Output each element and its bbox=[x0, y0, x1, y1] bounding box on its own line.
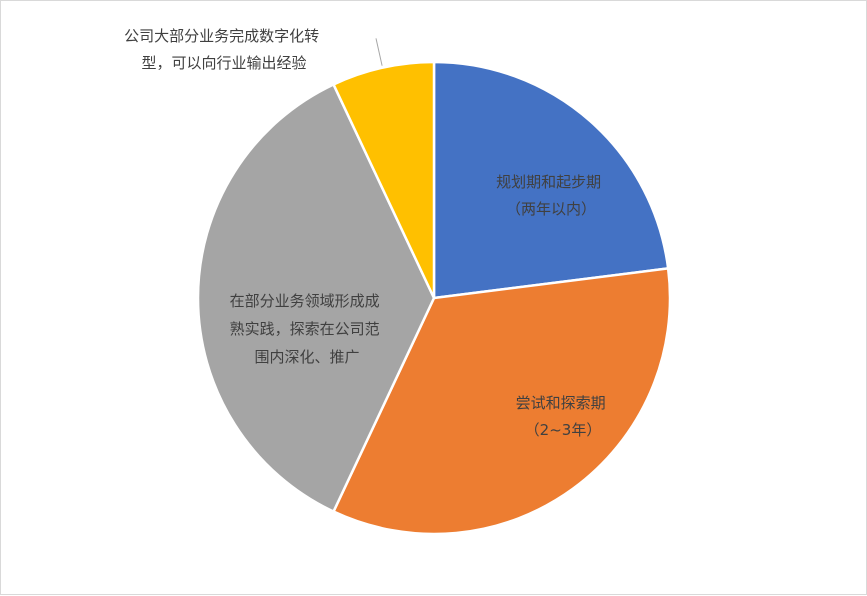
slice-label-1-line-0: 尝试和探索期 bbox=[516, 394, 606, 412]
slice-label-0: 规划期和起步期 （两年以内） bbox=[496, 173, 606, 218]
slice-label-2-line-2: 围内深化、推广 bbox=[254, 348, 359, 366]
slice-label-3-line-0: 公司大部分业务完成数字化转 bbox=[124, 27, 319, 45]
pie-slice-2 bbox=[196, 83, 436, 513]
slice-label-2: 在部分业务领域形成成 熟实践，探索在公司范 围内深化、推广 bbox=[230, 292, 385, 366]
slice-label-1: 尝试和探索期 （2~3年） bbox=[516, 394, 611, 439]
slice-label-2-line-0: 在部分业务领域形成成 bbox=[230, 292, 380, 310]
slice-label-1-line-1: （2~3年） bbox=[525, 421, 602, 439]
slice-label-3: 公司大部分业务完成数字化转 型，可以向行业输出经验 bbox=[124, 27, 324, 72]
slice-label-0-line-1: （两年以内） bbox=[506, 200, 596, 218]
pie-slice-0 bbox=[432, 60, 670, 300]
slice-label-2-line-1: 熟实践，探索在公司范 bbox=[230, 320, 380, 338]
slice-label-0-line-0: 规划期和起步期 bbox=[496, 173, 601, 191]
leader-line-3 bbox=[375, 38, 383, 66]
slice-label-3-line-1: 型，可以向行业输出经验 bbox=[141, 54, 306, 72]
pie-slice-3 bbox=[332, 60, 436, 300]
pie-slices bbox=[196, 60, 672, 536]
